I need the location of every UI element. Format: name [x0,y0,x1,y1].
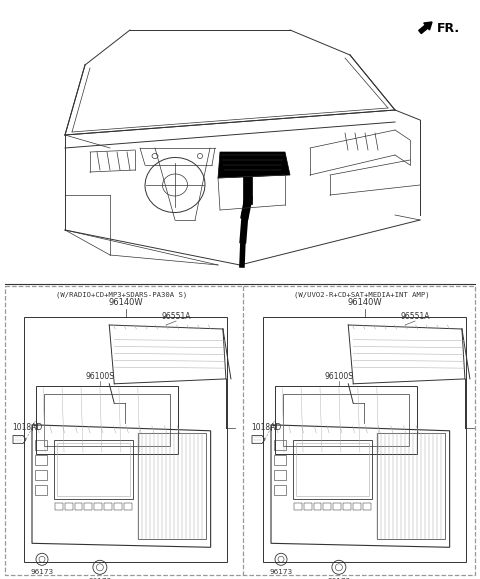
Text: 96551A: 96551A [161,312,191,321]
Bar [274,440,286,450]
Bar [55,503,63,510]
Bar [296,443,369,496]
Bar [124,503,132,510]
Text: 96100S: 96100S [324,372,353,380]
Text: 96173: 96173 [269,569,293,576]
Bar [54,440,132,499]
Bar [35,470,47,480]
Text: 96140W: 96140W [347,298,382,307]
Bar [104,503,112,510]
Text: 96100S: 96100S [85,372,114,380]
Bar [57,443,130,496]
Bar [274,485,286,495]
Text: 96551A: 96551A [400,312,430,321]
Bar [35,485,47,495]
Bar [36,386,178,454]
FancyArrow shape [419,22,432,34]
Text: 1018AD: 1018AD [12,423,42,431]
Bar [5,286,475,575]
Bar [75,503,83,510]
Bar [304,503,312,510]
Bar [65,503,72,510]
Bar [84,503,92,510]
Bar [275,386,417,454]
Bar [313,503,322,510]
Text: 96173: 96173 [30,569,54,576]
Bar [138,433,205,539]
Bar [353,503,361,510]
Text: (W/RADIO+CD+MP3+SDARS-PA30A S): (W/RADIO+CD+MP3+SDARS-PA30A S) [56,292,188,299]
Bar [114,503,122,510]
Bar [294,503,302,510]
Bar [377,433,444,539]
Bar [274,470,286,480]
Bar [24,317,227,562]
Bar [283,394,409,446]
Text: FR.: FR. [437,22,460,35]
Bar [274,455,286,465]
Bar [324,503,331,510]
Bar [363,503,371,510]
Bar [343,503,351,510]
Text: 96173: 96173 [327,578,350,579]
Text: (W/UVO2-R+CD+SAT+MEDIA+INT AMP): (W/UVO2-R+CD+SAT+MEDIA+INT AMP) [294,292,430,299]
Bar [35,455,47,465]
Bar [293,440,372,499]
Bar [44,394,170,446]
Polygon shape [218,152,290,178]
Bar [35,440,47,450]
Text: 96140W: 96140W [108,298,143,307]
Text: 96173: 96173 [88,578,111,579]
Bar [94,503,102,510]
Bar [333,503,341,510]
Bar [263,317,466,562]
Text: 1018AD: 1018AD [251,423,281,431]
